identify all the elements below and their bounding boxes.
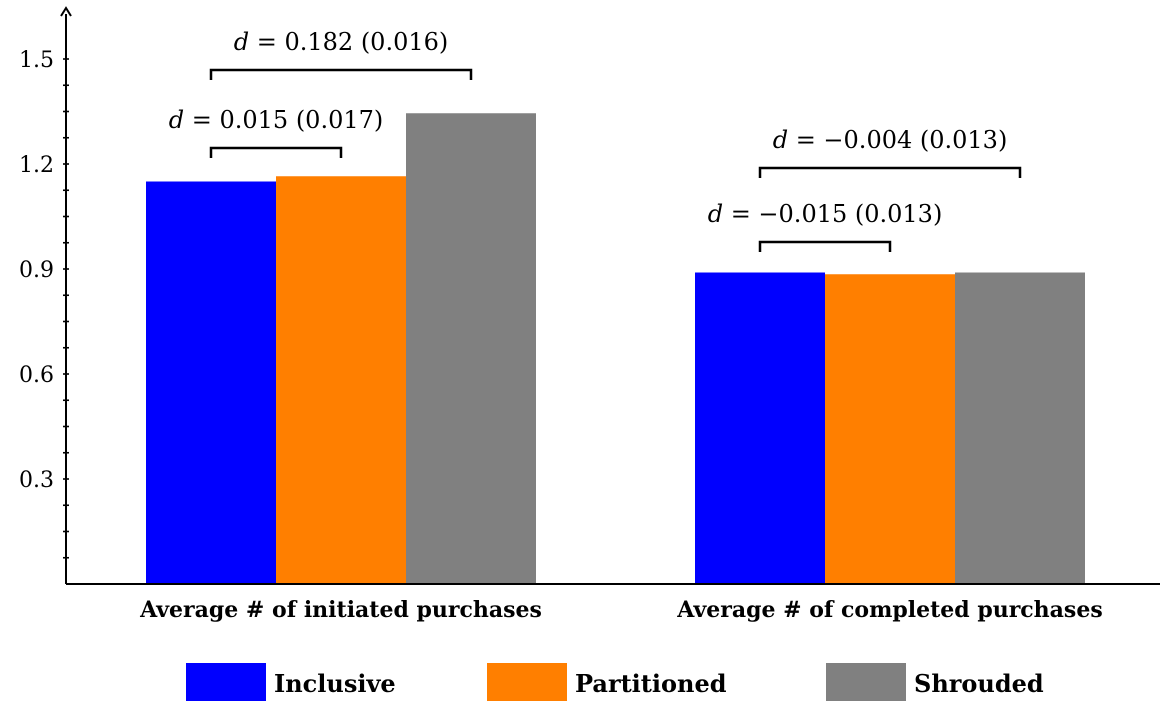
category-label-1: Average # of initiated purchases: [139, 597, 542, 623]
legend-label-inclusive: Inclusive: [274, 669, 396, 698]
y-tick-label: 0.3: [19, 468, 54, 493]
significance-bracket: [758, 166, 1022, 178]
significance-bracket: [209, 68, 473, 80]
annotations-group: d = 0.015 (0.017) d = 0.182 (0.016) d = −0…: [169, 28, 1022, 252]
legend-swatch-partitioned: [487, 663, 567, 701]
category-label-2: Average # of completed purchases: [676, 597, 1102, 623]
y-axis-arrow: [60, 6, 72, 17]
bar-shrouded-2: [955, 272, 1085, 584]
bar-inclusive-1: [146, 181, 276, 584]
bars-group: [146, 113, 1085, 584]
bar-partitioned-2: [825, 274, 955, 584]
legend: Inclusive Partitioned Shrouded: [186, 663, 1044, 701]
legend-label-shrouded: Shrouded: [914, 669, 1044, 698]
difference-label: d = −0.004 (0.013): [773, 126, 1008, 154]
y-tick-label: 0.6: [19, 363, 54, 388]
y-tick-label: 1.2: [19, 153, 54, 178]
significance-bracket: [209, 146, 343, 158]
legend-swatch-inclusive: [186, 663, 266, 701]
legend-swatch-shrouded: [826, 663, 906, 701]
legend-label-partitioned: Partitioned: [575, 669, 727, 698]
bar-shrouded-1: [406, 113, 536, 584]
difference-label: d = 0.182 (0.016): [234, 28, 449, 56]
significance-bracket: [758, 240, 892, 252]
difference-label: d = 0.015 (0.017): [169, 106, 384, 134]
bar-inclusive-2: [695, 272, 825, 584]
y-tick-label: 0.9: [19, 258, 54, 283]
difference-label: d = −0.015 (0.013): [708, 200, 943, 228]
y-tick-label: 1.5: [19, 48, 54, 73]
axes-group: 0.3 0.6 0.9 1.2 1.5 Average # of initiated pu…: [19, 6, 1160, 623]
bar-partitioned-1: [276, 176, 406, 584]
